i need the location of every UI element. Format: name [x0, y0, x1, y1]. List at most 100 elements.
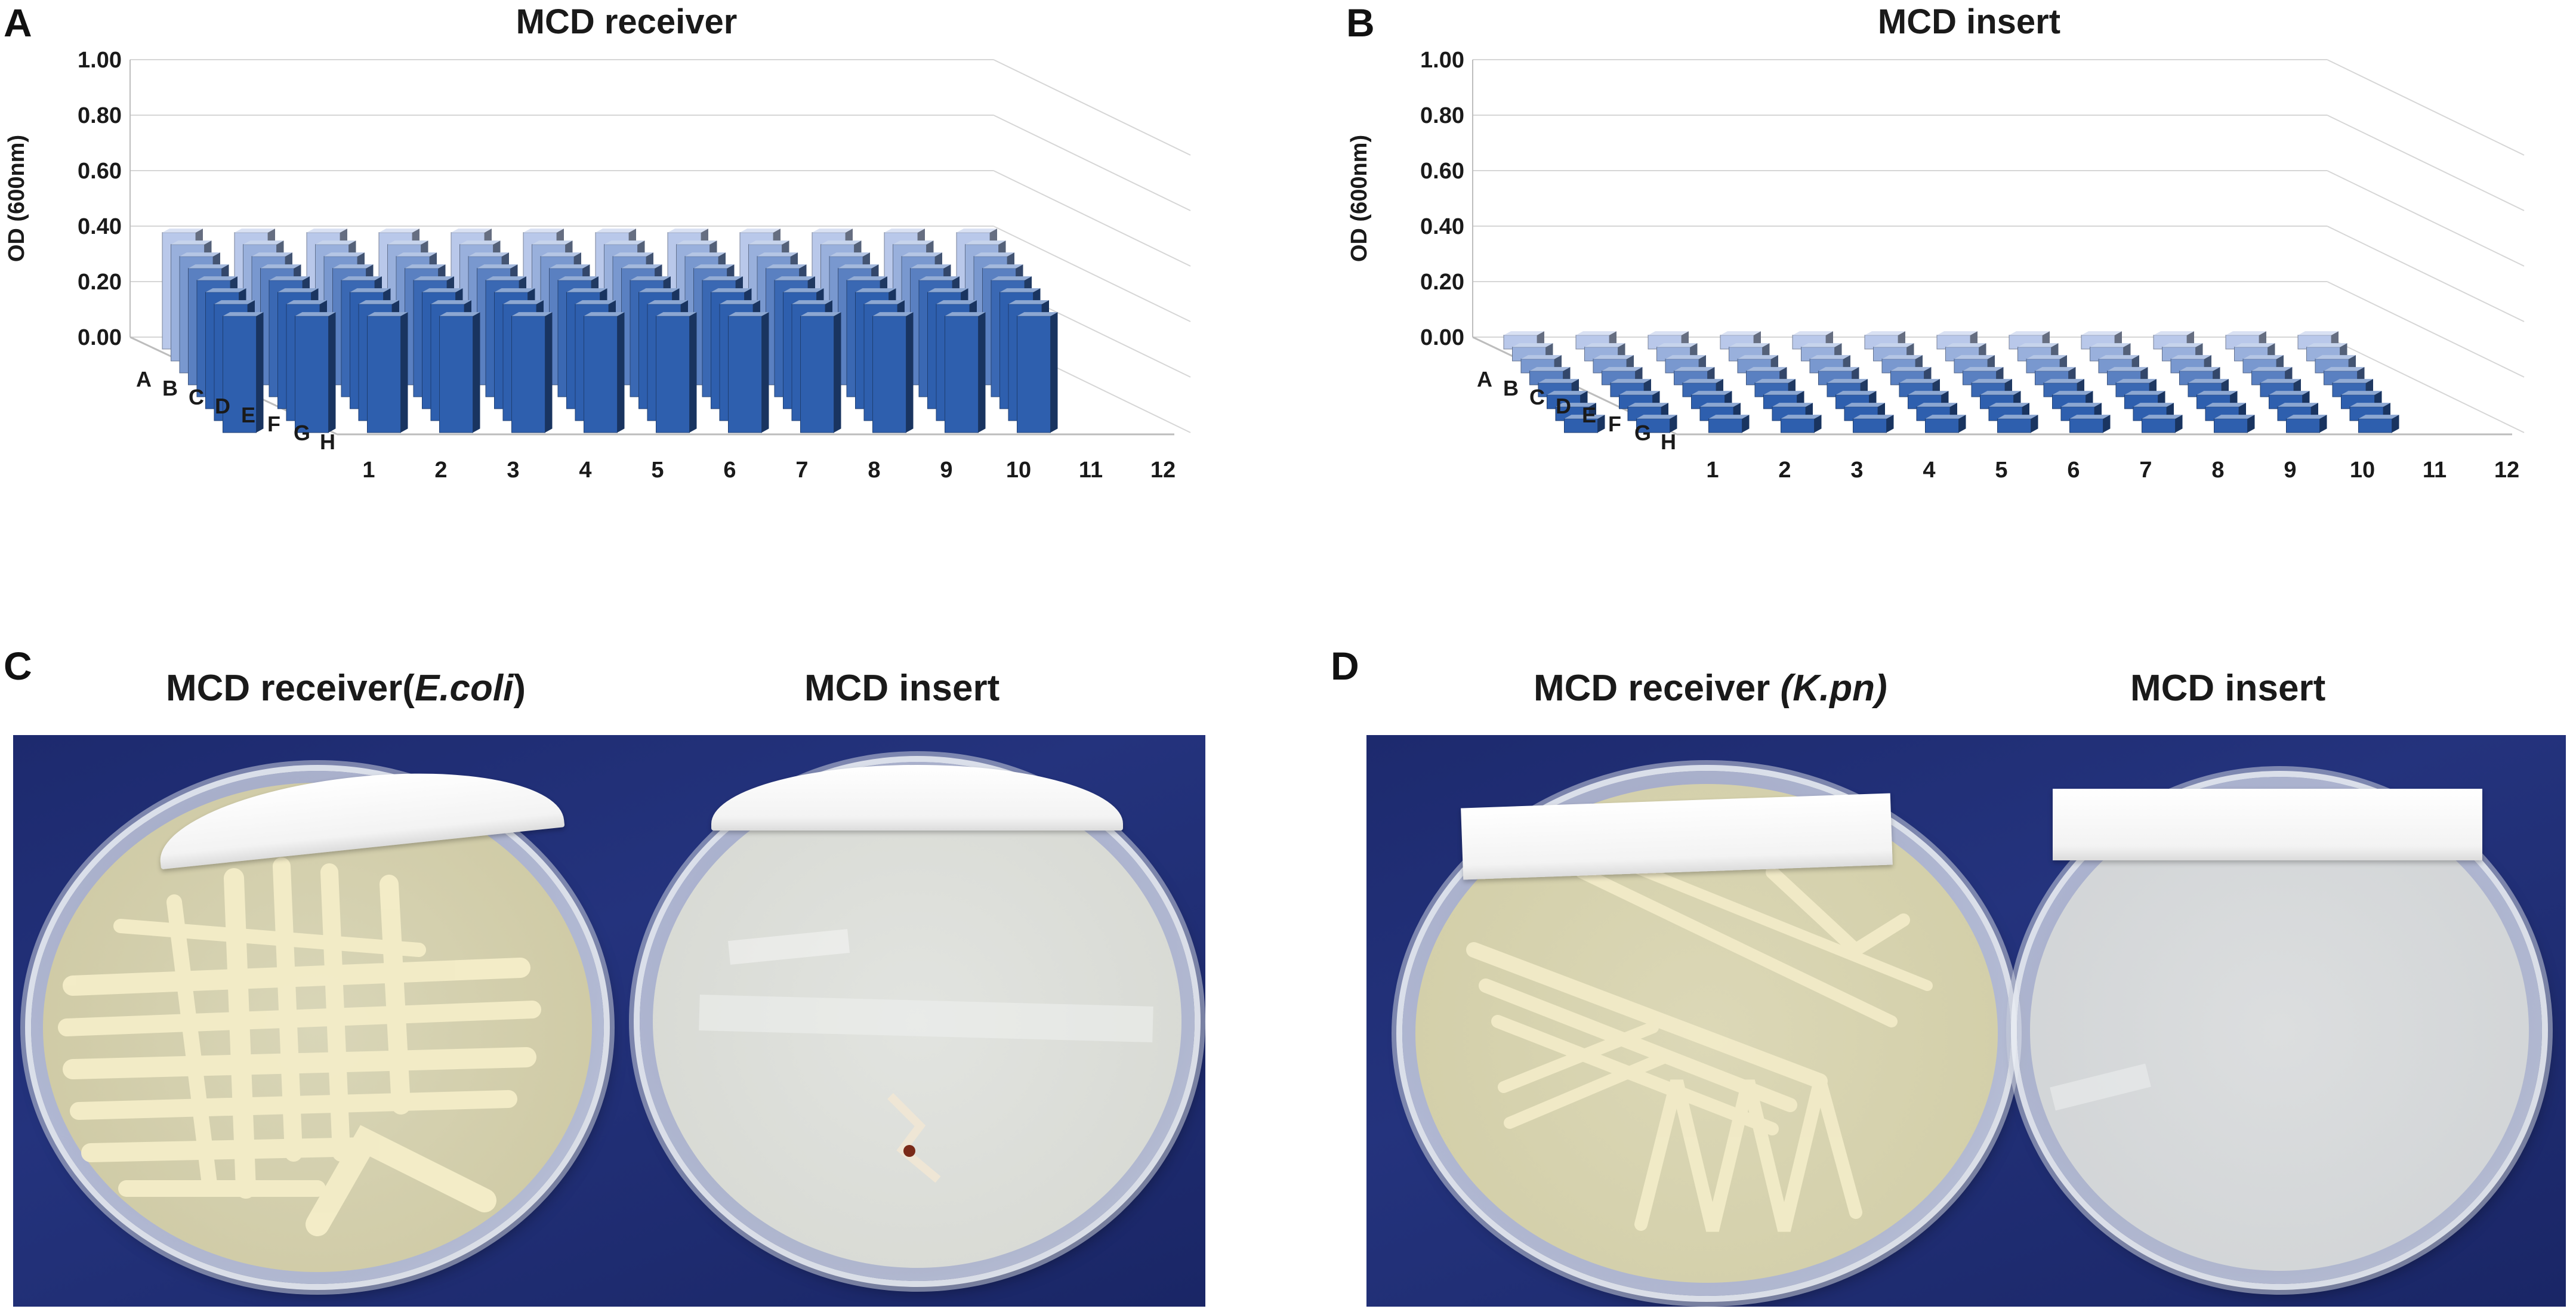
x-tick-label: 2: [1778, 458, 1791, 483]
row-label: D: [1556, 394, 1571, 418]
photo-plates-kpn: [1366, 735, 2566, 1307]
bar-H-11: [945, 312, 986, 433]
photo-title-c-receiver: MCD receiver(E.coli): [166, 668, 526, 709]
row-label: F: [267, 412, 280, 436]
row-label: A: [136, 367, 152, 391]
y-axis-label: OD (600nm): [1347, 135, 1372, 262]
x-tick-label: 7: [795, 458, 808, 483]
x-tick-label: 6: [2067, 458, 2080, 483]
bar-H-4: [439, 312, 480, 433]
tape-label: [1461, 793, 1893, 880]
row-label: E: [1582, 403, 1596, 427]
photo-title-d-receiver: MCD receiver (K.pn): [1534, 668, 1887, 709]
x-tick-label: 11: [1079, 458, 1103, 483]
bar-H-7: [1997, 415, 2038, 433]
bar-H-10: [872, 312, 914, 433]
x-tick-label: 11: [2423, 458, 2447, 483]
x-tick-label: 4: [579, 458, 591, 483]
y-axis-label: OD (600nm): [4, 135, 29, 262]
x-tick-label: 12: [2494, 458, 2519, 483]
x-tick-label: 10: [2350, 458, 2375, 483]
petri-dish-receiver-kpn: [1402, 771, 2011, 1296]
x-tick-label: 12: [1150, 458, 1176, 483]
bacterial-growth-streaks: [58, 857, 541, 1236]
x-tick-label: 8: [868, 458, 880, 483]
y-tick-label: 0.80: [78, 103, 122, 128]
bar-H-3: [367, 312, 408, 433]
x-tick-label: 1: [1706, 458, 1719, 483]
x-tick-label: 4: [1923, 458, 1935, 483]
row-label: C: [1529, 385, 1545, 409]
y-tick-label: 0.00: [1420, 325, 1464, 350]
row-label: E: [241, 403, 255, 427]
y-tick-label: 0.40: [1420, 214, 1464, 239]
bars: [162, 229, 1058, 433]
row-label: D: [215, 394, 230, 418]
x-tick-label: 8: [2211, 458, 2224, 483]
row-label: H: [320, 430, 335, 454]
bar-H-4: [1781, 415, 1822, 433]
x-tick-label: 10: [1006, 458, 1031, 483]
petri-dish-insert-kpn: [2017, 777, 2542, 1284]
y-tick-label: 1.00: [78, 48, 122, 73]
row-label: B: [162, 376, 178, 400]
x-tick-label: 2: [434, 458, 447, 483]
x-tick-label: 6: [723, 458, 736, 483]
bar-H-6: [1925, 415, 1966, 433]
x-tick-label: 3: [507, 458, 519, 483]
chart-mcd-receiver: MCD receiver OD (600nm) 0.00 0.20 0.40 0.60 0.…: [4, 2, 1191, 483]
row-label: G: [1634, 421, 1651, 445]
x-tick-label: 3: [1850, 458, 1863, 483]
row-label: C: [189, 385, 204, 409]
photo-title-d-insert: MCD insert: [2130, 668, 2326, 709]
bar-H-1: [1564, 415, 1605, 433]
y-tick-label: 0.80: [1420, 103, 1464, 128]
y-tick-label: 0.60: [1420, 159, 1464, 184]
bar-H-8: [728, 312, 769, 433]
x-tick-label: 9: [2284, 458, 2296, 483]
y-tick-label: 0.00: [78, 325, 122, 350]
chart-mcd-insert: MCD insert OD (600nm) 0.00 0.20 0.40 0.60 0.80…: [1347, 2, 2525, 483]
bar-H-5: [1853, 415, 1894, 433]
bar-H-6: [584, 312, 625, 433]
panel-letter-c: C: [4, 644, 32, 688]
row-label: H: [1661, 430, 1676, 454]
x-tick-label: 7: [2139, 458, 2152, 483]
bar-E-12: [2332, 379, 2373, 397]
bar-H-12: [2358, 415, 2399, 433]
bar-H-1: [223, 312, 264, 433]
x-tick-label: 5: [651, 458, 664, 483]
bar-H-2: [295, 312, 336, 433]
x-tick-label: 5: [1995, 458, 2007, 483]
panel-letter-b: B: [1346, 1, 1375, 45]
bar-H-11: [2286, 415, 2327, 433]
bar-H-12: [1017, 312, 1058, 433]
x-tick-label: 9: [940, 458, 952, 483]
gridlines: [129, 59, 1191, 436]
bar-H-9: [800, 312, 841, 433]
plate-marks: [699, 929, 1153, 1183]
row-label: B: [1503, 376, 1519, 400]
y-tick-label: 1.00: [1420, 48, 1464, 73]
y-tick-label: 0.40: [78, 214, 122, 239]
bar-H-9: [2142, 415, 2183, 433]
bar-H-5: [511, 312, 553, 433]
tape-label: [2053, 789, 2482, 860]
photo-plates-ecoli: [13, 735, 1205, 1307]
photo-title-c-insert: MCD insert: [804, 668, 1000, 709]
bar-H-8: [2069, 415, 2111, 433]
y-tick-label: 0.20: [78, 270, 122, 295]
plate-marks: [2050, 1063, 2151, 1111]
y-tick-label: 0.20: [1420, 270, 1464, 295]
row-label: G: [294, 421, 310, 445]
chart-title: MCD insert: [1878, 2, 2060, 41]
bar-H-3: [1708, 415, 1750, 433]
bar-H-10: [2214, 415, 2255, 433]
panel-letter-d: D: [1331, 644, 1359, 688]
petri-dish-receiver-ecoli: [31, 755, 604, 1284]
bacterial-growth-streaks: [1466, 855, 1933, 1232]
y-tick-label: 0.60: [78, 159, 122, 184]
petri-dish-insert-ecoli: [640, 762, 1195, 1281]
panel-letter-a: A: [4, 1, 32, 45]
bar-G-1: [1555, 403, 1596, 421]
